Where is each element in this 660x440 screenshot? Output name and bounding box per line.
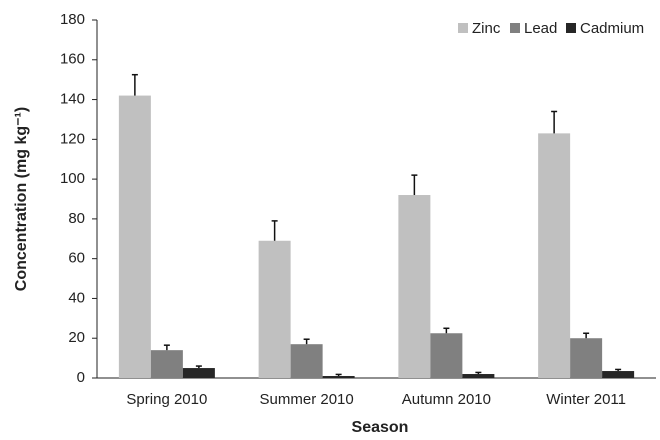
bar [118, 95, 151, 379]
x-axis-title: Season [352, 419, 409, 436]
y-tick-label: 180 [60, 11, 85, 28]
y-tick-label: 40 [68, 289, 85, 306]
error-bar [475, 371, 482, 375]
y-tick-label: 120 [60, 130, 85, 147]
legend-swatch [566, 23, 576, 33]
error-bar [551, 110, 558, 134]
error-bar [303, 338, 310, 345]
error-bar [335, 373, 342, 377]
error-bar [583, 332, 590, 339]
bar [290, 344, 323, 378]
bar [602, 371, 635, 378]
error-bar [131, 73, 138, 96]
y-tick-label: 0 [77, 369, 85, 386]
legend-swatch [510, 23, 520, 33]
y-tick-label: 20 [68, 329, 85, 346]
error-bar [163, 344, 170, 351]
y-tick-label: 60 [68, 250, 85, 267]
x-tick-label: Summer 2010 [260, 391, 354, 408]
x-tick-label: Spring 2010 [126, 391, 207, 408]
x-tick-label: Autumn 2010 [402, 391, 491, 408]
bar [182, 368, 215, 378]
y-axis-title: Concentration (mg kg⁻¹) [13, 107, 30, 291]
error-bar [195, 365, 202, 369]
bar [570, 338, 603, 378]
bar [258, 240, 291, 378]
x-tick-label: Winter 2011 [546, 391, 626, 408]
error-bar [615, 368, 622, 372]
legend-label: Zinc [472, 20, 501, 37]
error-bar [443, 327, 450, 334]
error-bar [411, 174, 418, 196]
y-tick-label: 160 [60, 51, 85, 68]
bar [322, 376, 355, 378]
bar [430, 333, 463, 378]
legend-label: Cadmium [580, 20, 644, 37]
error-bar [271, 220, 278, 241]
y-tick-label: 140 [60, 91, 85, 108]
legend-swatch [458, 23, 468, 33]
y-tick-label: 80 [68, 210, 85, 227]
legend-label: Lead [524, 20, 557, 37]
y-tick-label: 100 [60, 170, 85, 187]
bar [538, 133, 571, 378]
bar [462, 374, 495, 378]
bar [398, 195, 431, 378]
bar [150, 350, 183, 378]
